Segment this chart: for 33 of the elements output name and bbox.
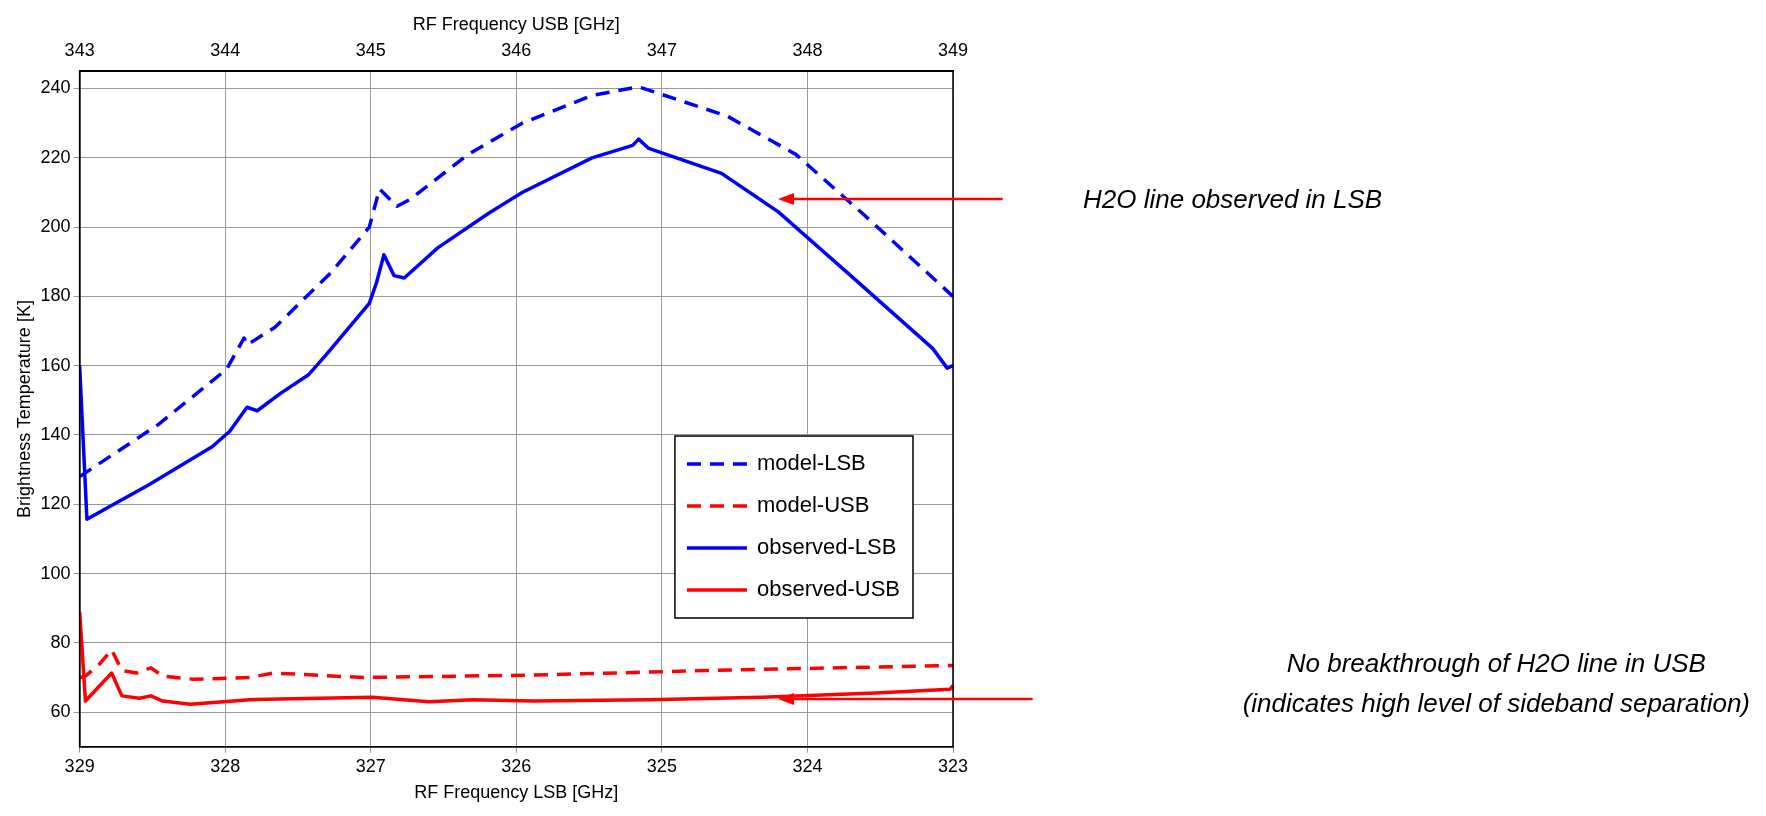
x-tick-label: 323	[937, 755, 969, 776]
y-tick-label: 60	[50, 701, 71, 722]
x2-tick-label: 343	[64, 40, 95, 61]
legend-label: model-LSB	[756, 450, 866, 476]
x2-tick-label: 344	[210, 40, 241, 61]
y-tick-label: 200	[40, 216, 71, 237]
y-tick-label: 220	[40, 146, 71, 167]
x-tick-label: 325	[646, 755, 677, 776]
y-tick-label: 160	[40, 354, 71, 375]
y-axis-title: Brightness Temperature [K]	[13, 300, 34, 518]
y-tick-label: 240	[40, 77, 71, 98]
x-tick-label: 326	[501, 755, 532, 776]
x-tick-label: 328	[210, 755, 241, 776]
x2-tick-label: 348	[792, 40, 823, 61]
x2-tick-label: 345	[355, 40, 386, 61]
x-tick-label: 329	[64, 755, 95, 776]
y-tick-label: 100	[40, 562, 71, 583]
x2-tick-label: 346	[501, 40, 532, 61]
y-tick-label: 80	[50, 631, 71, 652]
text: No breakthrough of H2O line in USB (indicates high level of sideband separation)	[1242, 648, 1751, 719]
legend-label: observed-USB	[756, 576, 901, 602]
x2-axis-title: RF Frequency USB [GHz]	[412, 13, 620, 34]
x-tick-label: 324	[792, 755, 823, 776]
y-tick-label: 180	[40, 285, 71, 306]
legend-label: model-USB	[756, 492, 870, 518]
x-tick-label: 327	[355, 755, 386, 776]
text: H2O line observed in LSB	[1083, 184, 1383, 215]
legend-label: observed-LSB	[756, 534, 897, 560]
y-tick-label: 140	[40, 423, 71, 444]
x2-tick-label: 347	[646, 40, 677, 61]
x-axis-title: RF Frequency LSB [GHz]	[414, 782, 619, 803]
y-tick-label: 120	[40, 493, 71, 514]
x2-tick-label: 349	[937, 40, 969, 61]
